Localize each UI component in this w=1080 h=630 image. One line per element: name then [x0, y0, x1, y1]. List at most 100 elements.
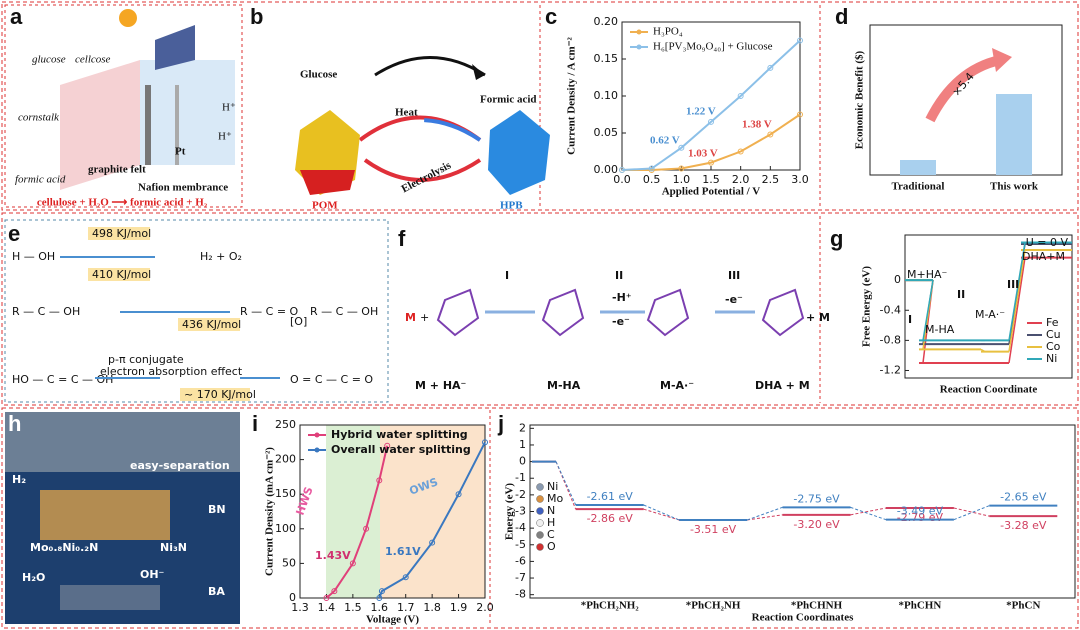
legend-label: Ni	[1046, 352, 1057, 365]
label: M	[405, 311, 416, 324]
point	[708, 118, 714, 125]
connector	[980, 348, 986, 353]
y-tick-label: -1.2	[880, 363, 901, 376]
legend-label: H₆[PV₃Mo₉O₄₀] + Glucose	[653, 41, 773, 53]
annotation: 0.62 V	[650, 135, 680, 147]
x-axis-label: Reaction Coordinates	[752, 612, 854, 624]
label: glucose	[32, 54, 66, 66]
connector	[850, 506, 887, 521]
label: H⁺	[222, 102, 236, 114]
label: M-A·⁻	[660, 379, 694, 392]
structure: H — OH	[12, 250, 55, 263]
row-frame	[1, 1, 1079, 211]
structure: R — C — OH	[12, 305, 80, 318]
point	[402, 574, 409, 581]
label: BA	[208, 585, 225, 598]
electrode	[145, 85, 151, 165]
x-tick-label: 1.5	[344, 601, 362, 614]
label: 498 KJ/mol	[92, 227, 151, 240]
legend-marker	[636, 44, 642, 50]
x-tick-label: 1.3	[291, 601, 309, 614]
legend-label: Overall water splitting	[331, 443, 471, 456]
value-label: -2.65 eV	[1000, 491, 1047, 504]
bar	[996, 94, 1032, 175]
cell	[140, 60, 235, 165]
x-tick-label: 2.0	[732, 173, 750, 186]
label: DHA + M	[755, 379, 810, 392]
y-tick-label: -7	[515, 571, 526, 584]
value-label: -3.20 eV	[793, 518, 840, 531]
x-tick-label: 1.0	[673, 173, 691, 186]
point	[384, 442, 391, 449]
structure: R — C — OH	[310, 305, 378, 318]
label: M + HA⁻	[415, 379, 467, 392]
value-label: -2.61 eV	[587, 490, 634, 503]
structure: O = C — C = O	[290, 373, 373, 386]
y-tick-label: 0.00	[594, 163, 619, 176]
label: III	[728, 269, 740, 282]
region	[380, 425, 485, 598]
panel-label: i	[252, 411, 258, 436]
point	[797, 111, 803, 118]
panel-label: g	[830, 226, 843, 251]
x-tick-label: 1.9	[450, 601, 468, 614]
arrowhead	[992, 48, 1012, 72]
connector	[1008, 257, 1026, 364]
y-tick-label: -8	[515, 588, 526, 601]
panel-label: j	[497, 411, 504, 436]
label: H₂ + O₂	[200, 250, 242, 263]
row-frame	[1, 407, 1079, 629]
label: I	[505, 269, 509, 282]
panel-frame	[4, 219, 389, 403]
point	[323, 595, 330, 601]
y-tick-label: -0.8	[880, 333, 901, 346]
solar-panel	[155, 25, 195, 70]
legend-label: Ni	[547, 480, 558, 493]
annotation: 1.38 V	[742, 119, 772, 131]
connector	[555, 461, 577, 506]
y-tick-label: -3	[515, 505, 526, 518]
connector	[747, 514, 783, 521]
annotation: HWS	[293, 485, 315, 517]
point	[767, 131, 774, 138]
connector	[1008, 242, 1026, 341]
legend-label: Co	[1046, 340, 1061, 353]
point	[678, 165, 685, 172]
value-label: -3.28 eV	[1000, 519, 1047, 532]
tag	[180, 388, 250, 401]
legend-marker	[536, 543, 544, 551]
x-tick-label: 1.8	[423, 601, 441, 614]
panel-label: e	[8, 221, 20, 246]
label: 436 KJ/mol	[182, 318, 241, 331]
legend-label: H₃PO₄	[653, 26, 683, 38]
legend-marker	[536, 519, 544, 527]
legend-label: N	[547, 504, 555, 517]
y-tick-label: 100	[275, 522, 296, 535]
molecule	[436, 288, 805, 337]
point	[331, 588, 338, 595]
y-tick-label: -2	[515, 488, 526, 501]
x-axis-label: Reaction Coordinate	[940, 384, 1038, 396]
y-tick-label: 150	[275, 487, 296, 500]
arrow	[374, 56, 486, 77]
x-tick-label: This work	[990, 181, 1039, 193]
legend-label: O	[547, 540, 556, 553]
y-tick-label: 0	[289, 591, 296, 604]
series-line	[325, 445, 389, 599]
label: graphite felt	[88, 164, 146, 176]
y-tick-label: -4	[515, 521, 526, 534]
bar	[900, 160, 936, 175]
step-label: III	[1007, 278, 1019, 291]
point	[455, 491, 462, 498]
label: Nafion membrance	[138, 182, 228, 194]
legend-marker	[536, 507, 544, 515]
label: Glucose	[300, 69, 337, 81]
series-line	[621, 39, 801, 171]
panel-label: h	[8, 411, 21, 436]
label: cornstalk	[18, 112, 60, 124]
point	[429, 539, 436, 546]
legend-label: H	[547, 516, 555, 529]
lattice	[40, 490, 170, 540]
y-axis-label: Economic Benefit ($)	[854, 50, 866, 149]
